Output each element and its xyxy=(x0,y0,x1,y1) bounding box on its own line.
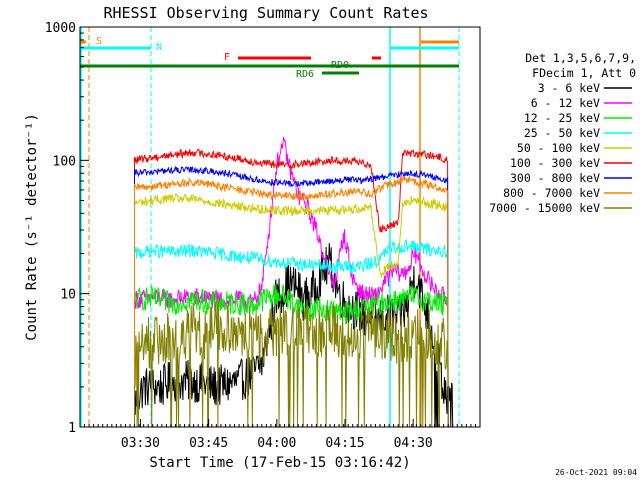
y-tick-label: 100 xyxy=(53,154,76,169)
chart-title: RHESSI Observing Summary Count Rates xyxy=(103,4,428,22)
y-tick-label: 1 xyxy=(68,421,76,436)
annotation-label-s: S xyxy=(96,36,102,47)
series-line-2 xyxy=(134,284,449,428)
y-tick-label: 1000 xyxy=(45,21,76,36)
y-axis-label: Count Rate (s⁻¹ detector⁻¹) xyxy=(24,113,40,341)
annotation-label-rd0: RD0 xyxy=(331,60,349,71)
legend-label: 25 - 50 keV xyxy=(524,126,600,140)
annotation-bars: S N F RD0 RD6 xyxy=(80,36,459,80)
y-tick-label: 10 xyxy=(60,288,76,303)
series-line-4 xyxy=(134,193,449,428)
x-tick-label: 03:45 xyxy=(189,436,228,451)
x-tick-label: 03:30 xyxy=(121,436,160,451)
x-axis-label: Start Time (17-Feb-15 03:16:42) xyxy=(149,455,410,471)
legend-label: 50 - 100 keV xyxy=(517,141,600,155)
x-axis: 03:30 03:45 04:00 04:15 04:30 xyxy=(79,419,481,451)
legend-label: 6 - 12 keV xyxy=(531,96,600,110)
x-tick-label: 04:15 xyxy=(325,436,364,451)
y-axis: 1 10 100 1000 xyxy=(45,21,89,436)
legend-label: 3 - 6 keV xyxy=(538,81,600,95)
legend-header-line-2: FDecim 1, Att 0 xyxy=(532,66,636,80)
legend-header-line-1: Det 1,3,5,6,7,9, xyxy=(525,51,636,65)
series-group xyxy=(134,136,454,428)
legend-label: 12 - 25 keV xyxy=(524,111,600,125)
x-tick-label: 04:30 xyxy=(394,436,433,451)
x-tick-label: 04:00 xyxy=(257,436,296,451)
series-line-3 xyxy=(134,238,449,428)
series-line-7 xyxy=(134,175,449,428)
legend-label: 100 - 300 keV xyxy=(510,156,600,170)
annotation-label-n: N xyxy=(156,42,162,53)
annotation-label-rd6: RD6 xyxy=(296,69,314,80)
series-line-8 xyxy=(134,298,449,428)
legend-label: 800 - 7000 keV xyxy=(503,186,600,200)
series-line-5 xyxy=(134,148,449,428)
legend: Det 1,3,5,6,7,9, FDecim 1, Att 0 3 - 6 k… xyxy=(489,51,636,215)
legend-label: 7000 - 15000 keV xyxy=(489,201,600,215)
annotation-label-f: F xyxy=(224,52,230,63)
series-line-6 xyxy=(134,165,449,428)
legend-label: 300 - 800 keV xyxy=(510,171,600,185)
plot-area xyxy=(80,27,460,427)
footer-timestamp: 26-Oct-2021 09:04 xyxy=(555,468,637,477)
